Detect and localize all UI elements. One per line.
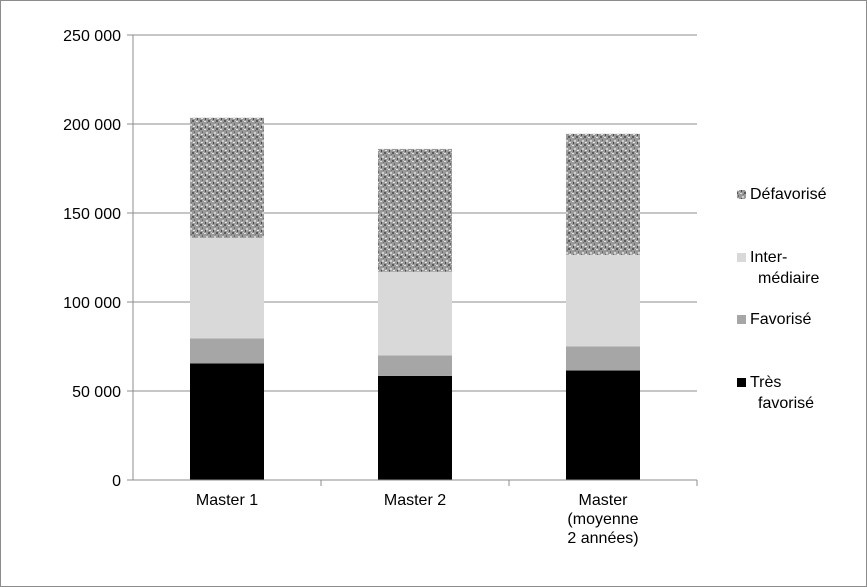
bar-segment[interactable]: [378, 271, 452, 356]
bar-segment[interactable]: [378, 148, 452, 272]
bar-segment[interactable]: [566, 133, 640, 255]
bar-segment[interactable]: [190, 117, 264, 238]
y-tick-label: 100 000: [63, 295, 121, 312]
legend-label: Défavorisé: [750, 186, 827, 203]
legend-item[interactable]: Défavorisé: [737, 186, 827, 203]
legend-label: Favorisé: [750, 311, 811, 328]
bar-segment[interactable]: [378, 355, 452, 376]
bar-segment[interactable]: [566, 370, 640, 480]
bar-segment[interactable]: [190, 363, 264, 480]
x-tick-label: Master (moyenne 2 années): [567, 492, 638, 547]
bar-segment[interactable]: [190, 338, 264, 364]
bar-segment[interactable]: [190, 237, 264, 339]
legend-item[interactable]: Favorisé: [737, 311, 811, 328]
legend-swatch: [737, 253, 746, 262]
legend-item[interactable]: Inter-médiaire: [737, 249, 819, 287]
legend-item[interactable]: Très favorisé: [737, 374, 814, 412]
y-tick-label: 200 000: [63, 117, 121, 134]
legend-swatch: [737, 190, 746, 199]
bar-segment[interactable]: [566, 254, 640, 347]
legend-swatch: [737, 315, 746, 324]
bar-segment[interactable]: [378, 375, 452, 480]
bar-segment[interactable]: [566, 346, 640, 371]
legend-label: Très favorisé: [750, 374, 814, 412]
y-tick-label: 0: [112, 473, 121, 490]
x-tick-label: Master 2: [384, 492, 446, 509]
legend-swatch: [737, 378, 746, 387]
x-tick-label: Master 1: [196, 492, 258, 509]
y-tick-label: 50 000: [72, 384, 121, 401]
y-tick-label: 150 000: [63, 206, 121, 223]
legend-label: Inter-médiaire: [750, 249, 819, 287]
y-tick-label: 250 000: [63, 28, 121, 45]
